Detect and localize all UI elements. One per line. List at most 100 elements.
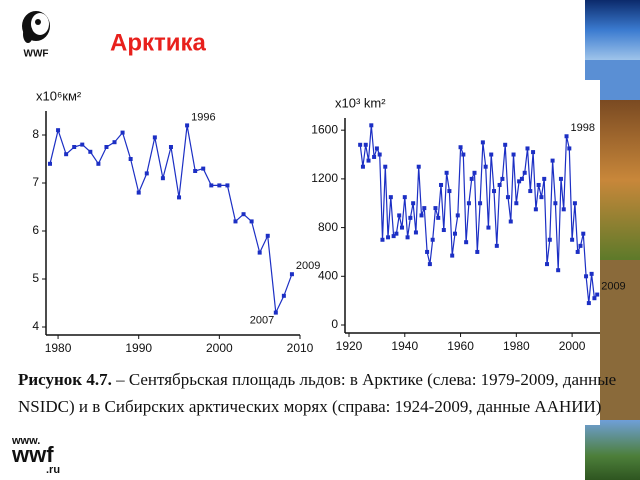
data-point — [160, 176, 165, 181]
url-ru: .ru — [46, 464, 60, 476]
data-point — [455, 213, 460, 218]
x-tick-label: 2000 — [206, 341, 233, 355]
data-point — [168, 145, 173, 149]
data-point — [225, 183, 230, 188]
data-point — [281, 293, 286, 298]
data-point — [249, 219, 254, 224]
caption-text: – Сентябрьская площадь льдов: в Арктике … — [115, 370, 616, 389]
data-point — [265, 233, 270, 238]
data-point — [136, 190, 141, 195]
data-point — [209, 183, 214, 188]
data-point — [589, 271, 594, 276]
data-point — [444, 170, 449, 175]
data-point — [480, 140, 485, 145]
annotation: 1996 — [191, 111, 215, 123]
data-point — [519, 176, 524, 181]
y-axis-label: x10⁶км² — [36, 88, 82, 103]
data-point — [441, 228, 446, 233]
data-point — [542, 176, 547, 181]
data-point — [533, 207, 538, 212]
data-point — [374, 146, 379, 151]
y-tick-label: 1200 — [311, 171, 338, 185]
annotation: 1998 — [571, 122, 595, 134]
caption-line2: NSIDC) и в Сибирских арктических морях (… — [18, 397, 601, 416]
data-point — [508, 219, 513, 224]
data-point — [547, 237, 552, 242]
data-point — [88, 149, 93, 154]
x-tick-label: 1980 — [503, 339, 530, 353]
data-point — [458, 145, 463, 150]
data-point — [525, 146, 530, 151]
data-point — [152, 135, 157, 140]
y-tick-label: 0 — [331, 317, 338, 331]
data-point — [427, 262, 432, 267]
data-point — [360, 164, 365, 169]
data-point — [475, 249, 480, 254]
data-point — [514, 201, 519, 206]
y-tick-label: 6 — [32, 223, 39, 237]
data-point — [430, 237, 435, 242]
data-point — [383, 164, 388, 169]
annotation: 2007 — [250, 315, 274, 327]
data-point — [536, 182, 541, 187]
data-point — [72, 145, 77, 149]
data-point — [505, 195, 510, 200]
data-point — [422, 206, 427, 211]
caption-label: Рисунок 4.7. — [18, 370, 112, 389]
x-tick-label: 1980 — [45, 341, 72, 355]
caption-line1: Рисунок 4.7. – Сентябрьская площадь льдо… — [18, 370, 616, 389]
data-point — [497, 182, 502, 187]
data-point — [120, 130, 125, 135]
data-point — [550, 158, 555, 163]
data-point — [408, 215, 413, 220]
data-point — [556, 268, 561, 273]
x-tick-label: 1940 — [391, 339, 418, 353]
data-point — [372, 154, 377, 159]
data-point — [241, 212, 246, 217]
data-point — [257, 250, 262, 255]
data-point — [492, 189, 497, 194]
data-point — [447, 189, 452, 194]
x-tick-label: 1920 — [336, 339, 363, 353]
data-point — [581, 231, 586, 236]
data-point — [394, 231, 399, 236]
data-point — [483, 164, 488, 169]
data-point — [567, 146, 572, 151]
data-point — [486, 225, 491, 230]
data-point — [391, 234, 396, 239]
data-point — [558, 176, 563, 181]
data-point — [439, 182, 444, 187]
data-point — [363, 142, 368, 147]
data-point — [386, 235, 391, 240]
data-point — [416, 164, 421, 169]
data-point — [436, 215, 441, 220]
data-point — [358, 142, 363, 147]
data-point — [494, 243, 499, 248]
data-point — [517, 179, 522, 184]
data-point — [405, 235, 410, 240]
data-point — [48, 161, 52, 166]
data-point — [96, 161, 101, 166]
data-point — [377, 152, 382, 157]
data-point — [503, 142, 508, 147]
data-point — [595, 292, 600, 297]
data-point — [366, 158, 371, 163]
annotation: 2009 — [601, 280, 625, 292]
data-point — [575, 249, 580, 254]
data-point — [500, 176, 505, 181]
url-www: www. — [11, 435, 40, 447]
data-point — [177, 195, 182, 200]
annotation: 2009 — [296, 260, 320, 272]
data-point — [413, 230, 418, 235]
data-point — [419, 213, 424, 218]
slide-title: Арктика — [110, 29, 207, 56]
data-point — [289, 272, 294, 277]
data-point — [104, 145, 109, 149]
data-point — [586, 301, 591, 306]
data-point — [233, 219, 238, 224]
data-point — [489, 152, 494, 157]
data-point — [452, 231, 457, 236]
data-point — [539, 195, 544, 200]
